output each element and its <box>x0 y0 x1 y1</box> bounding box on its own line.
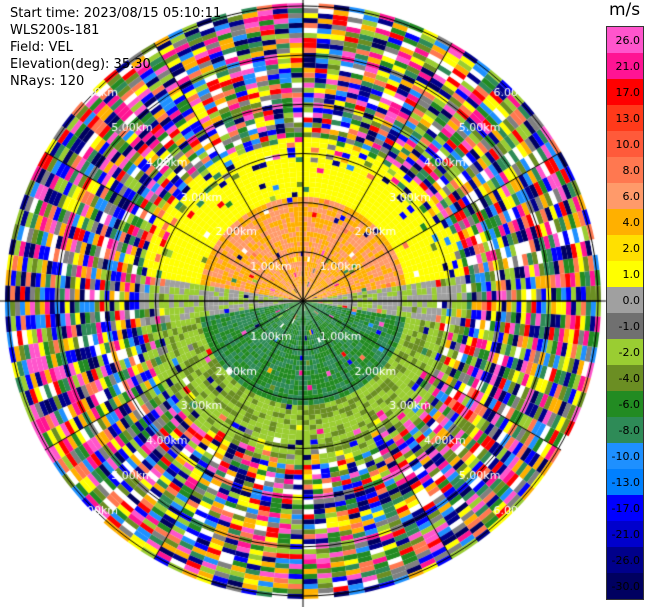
colorbar-segment: -17.0 <box>607 495 643 521</box>
colorbar-tick-label: -10.0 <box>611 450 640 463</box>
colorbar-tick-label: 17.0 <box>615 86 641 99</box>
colorbar-segment: 2.0 <box>607 235 643 261</box>
instrument-text: WLS200s-181 <box>10 23 100 38</box>
colorbar-segment: 17.0 <box>607 79 643 105</box>
colorbar-segment: -10.0 <box>607 443 643 469</box>
colorbar-segment: 21.0 <box>607 53 643 79</box>
colorbar-segment: -21.0 <box>607 521 643 547</box>
colorbar-tick-label: 6.0 <box>622 190 641 203</box>
colorbar-segment: -26.0 <box>607 547 643 573</box>
colorbar-tick-label: -21.0 <box>611 528 640 541</box>
colorbar-tick-label: -4.0 <box>618 372 640 385</box>
colorbar-tick-label: 2.0 <box>622 242 641 255</box>
colorbar-tick-label: 8.0 <box>622 164 641 177</box>
velocity-colorbar: 26.0 21.0 17.0 13.0 10.0 8.0 6.0 4.0 2.0 1.0 0.0 -1… <box>606 26 644 600</box>
colorbar-segment: -13.0 <box>607 469 643 495</box>
colorbar-tick-label: -1.0 <box>618 320 640 333</box>
colorbar-segment: -30.0 <box>607 573 643 599</box>
colorbar-segment: 26.0 <box>607 27 643 53</box>
colorbar-segment: 0.0 <box>607 287 643 313</box>
colorbar-tick-label: 10.0 <box>615 138 641 151</box>
colorbar-tick-label: 1.0 <box>622 268 641 281</box>
colorbar-tick-label: 13.0 <box>615 112 641 125</box>
colorbar-tick-label: -13.0 <box>611 476 640 489</box>
colorbar-segment: -8.0 <box>607 417 643 443</box>
colorbar-segment: -6.0 <box>607 391 643 417</box>
colorbar-segment: 4.0 <box>607 209 643 235</box>
colorbar-tick-label: -2.0 <box>618 346 640 359</box>
colorbar-tick-label: 26.0 <box>615 34 641 47</box>
colorbar-segment: -4.0 <box>607 365 643 391</box>
colorbar-tick-label: -8.0 <box>618 424 640 437</box>
start-time-text: Start time: 2023/08/15 05:10:11 <box>10 6 222 21</box>
colorbar-tick-label: 21.0 <box>615 60 641 73</box>
colorbar-segment: 8.0 <box>607 157 643 183</box>
colorbar-tick-label: 0.0 <box>622 294 641 307</box>
colorbar-tick-label: 4.0 <box>622 216 641 229</box>
colorbar-segment: 6.0 <box>607 183 643 209</box>
colorbar-tick-label: -17.0 <box>611 502 640 515</box>
plot-metadata: Start time: 2023/08/15 05:10:11 WLS200s-… <box>10 5 221 90</box>
colorbar-tick-label: -26.0 <box>611 554 640 567</box>
colorbar-tick-label: -6.0 <box>618 398 640 411</box>
nrays-text: NRays: 120 <box>10 74 85 89</box>
colorbar-segment: -1.0 <box>607 313 643 339</box>
field-text: Field: VEL <box>10 40 73 55</box>
colorbar-tick-label: -30.0 <box>611 580 640 593</box>
colorbar-segment: -2.0 <box>607 339 643 365</box>
colorbar-segment: 13.0 <box>607 105 643 131</box>
elevation-text: Elevation(deg): 35.30 <box>10 57 151 72</box>
colorbar-unit: m/s <box>609 0 641 20</box>
colorbar-segment: 1.0 <box>607 261 643 287</box>
colorbar-segment: 10.0 <box>607 131 643 157</box>
